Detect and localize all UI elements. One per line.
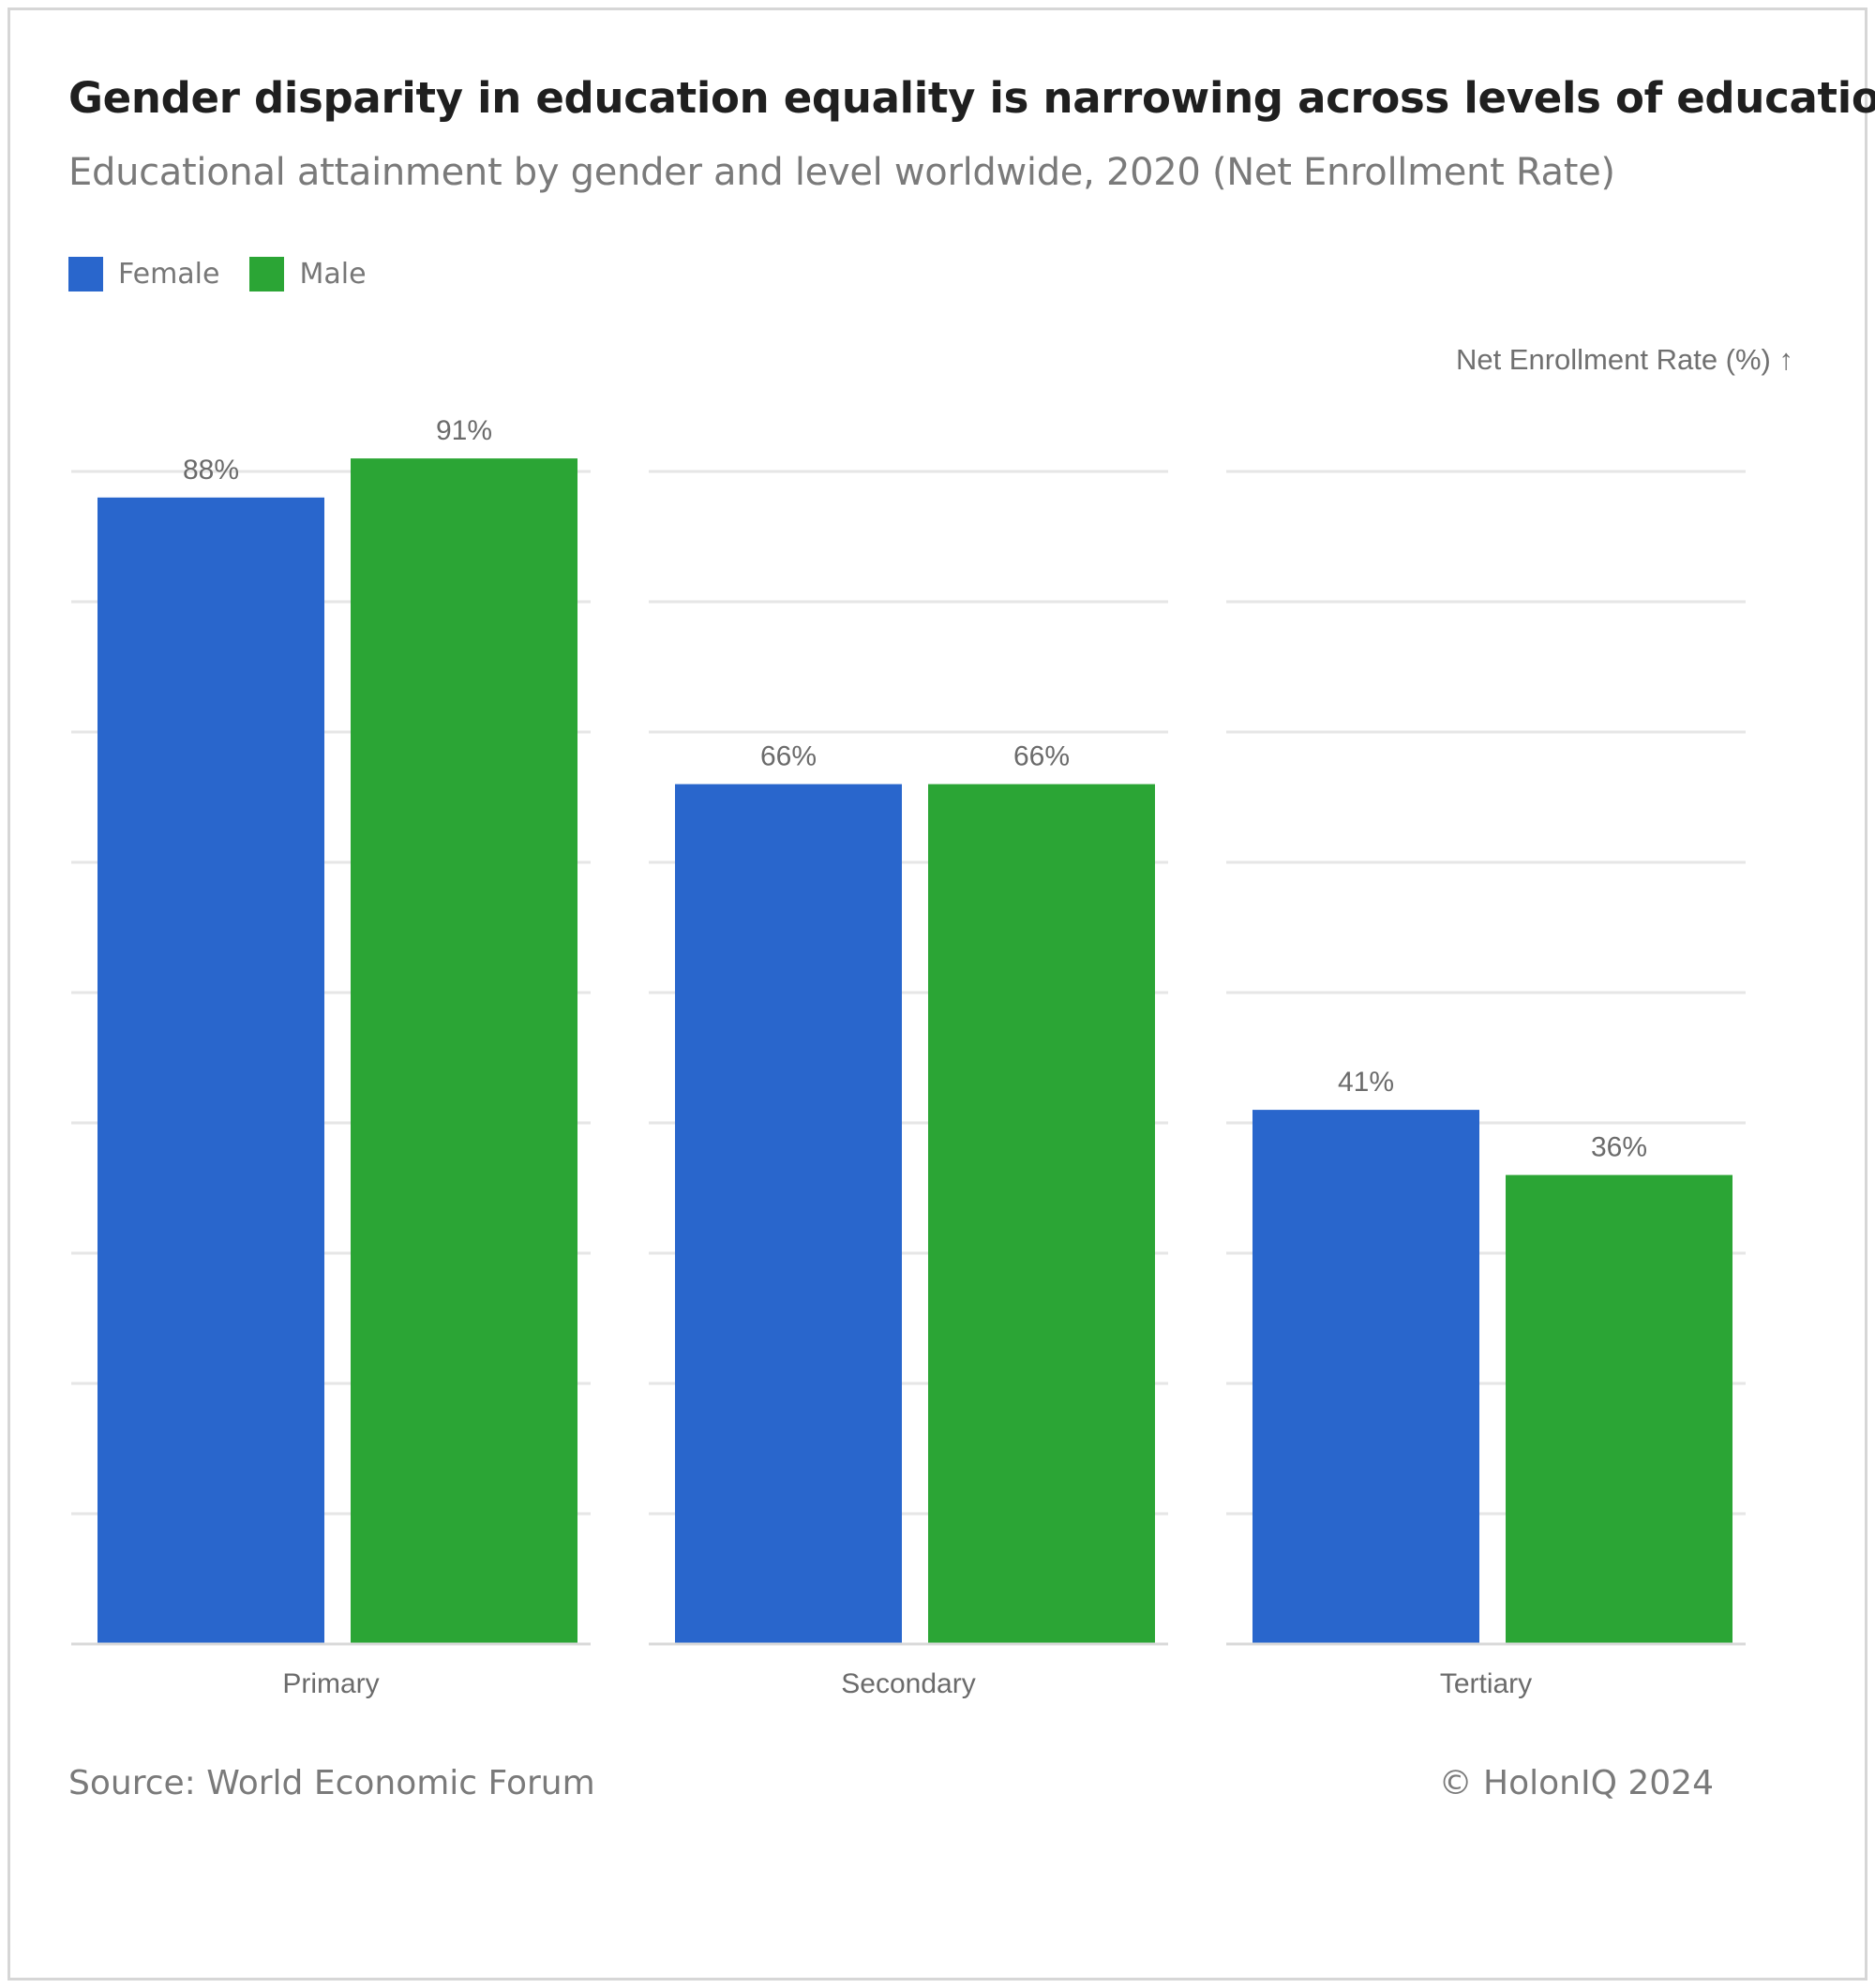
source-note: Source: World Economic Forum bbox=[68, 1764, 595, 1802]
data-label-primary-female: 88% bbox=[183, 455, 239, 486]
data-label-tertiary-male: 36% bbox=[1591, 1132, 1647, 1163]
legend-swatch-female bbox=[68, 257, 103, 291]
bar-primary-female bbox=[98, 497, 324, 1644]
chart-title: Gender disparity in education equality i… bbox=[68, 73, 1875, 123]
legend-label-male: Male bbox=[299, 258, 367, 291]
x-tick-label-tertiary: Tertiary bbox=[1440, 1668, 1532, 1699]
data-label-tertiary-female: 41% bbox=[1338, 1067, 1394, 1098]
data-label-secondary-male: 66% bbox=[1013, 741, 1070, 772]
legend-label-female: Female bbox=[118, 258, 220, 291]
legend: Female Male bbox=[68, 257, 397, 291]
copyright-note: © HolonIQ 2024 bbox=[1438, 1764, 1714, 1802]
bar-primary-male bbox=[351, 458, 578, 1645]
data-label-secondary-female: 66% bbox=[760, 741, 817, 772]
bar-tertiary-female bbox=[1252, 1110, 1479, 1644]
x-tick-label-secondary: Secondary bbox=[841, 1668, 975, 1699]
bar-secondary-male bbox=[928, 784, 1155, 1644]
bar-tertiary-male bbox=[1506, 1174, 1732, 1644]
legend-swatch-male bbox=[249, 257, 285, 291]
legend-item-female: Female bbox=[68, 257, 219, 291]
legend-item-male: Male bbox=[249, 257, 367, 291]
y-axis-unit-label: Net Enrollment Rate (%) ↑ bbox=[1455, 343, 1793, 376]
bar-secondary-female bbox=[675, 784, 902, 1644]
chart-subtitle: Educational attainment by gender and lev… bbox=[68, 151, 1615, 194]
x-tick-label-primary: Primary bbox=[282, 1668, 379, 1699]
data-label-primary-male: 91% bbox=[436, 415, 492, 446]
bar-chart: 88% 91% Primary 66% 66% Secondary 41% 36% Tertia… bbox=[71, 415, 1746, 1699]
